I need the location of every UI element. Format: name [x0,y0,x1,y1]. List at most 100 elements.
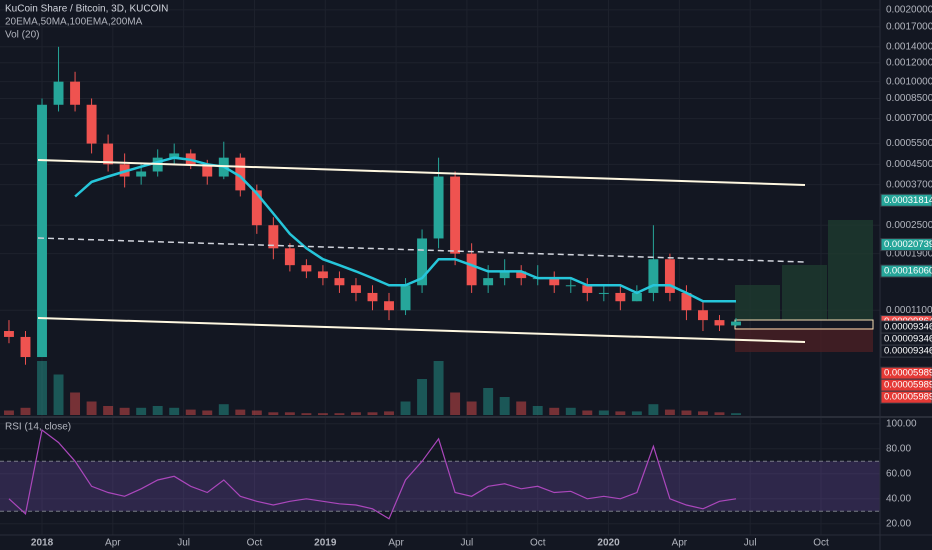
candle-body [731,321,741,326]
candle-body [516,271,527,279]
volume-bar [103,406,114,415]
candle-body [53,81,64,105]
candle-body [582,285,593,293]
volume-bar [549,407,560,415]
volume-bar [698,411,708,415]
channel-mid [37,237,806,263]
x-tick-label: Apr [105,538,121,549]
candle-body [631,292,642,302]
volume-bar [714,412,725,415]
volume-bar [317,413,328,415]
projection-box [735,285,780,320]
candle-body [86,104,97,144]
x-tick-label: Oct [813,538,829,549]
channel-top [37,159,806,186]
candle-body [334,278,345,286]
y-tick-label: 0.00011000 [886,305,932,316]
candle-body [284,248,295,266]
x-tick-label: 2018 [31,538,54,549]
candle-body [565,285,576,287]
candle-body [70,81,81,105]
candle-body [450,176,461,254]
price-label-box [880,238,932,252]
candle-body [136,171,147,177]
x-tick-label: 2020 [597,538,620,549]
volume-bar [70,392,81,415]
price-label: 0.00005989 [884,368,932,379]
volume-bar [648,404,659,415]
candle-body [235,157,246,191]
candle-body [499,271,510,279]
price-label: 0.00009346 [884,346,932,357]
ema-line [74,156,736,303]
volume-bar [202,410,213,415]
candle-body [367,292,378,302]
volume-bar [334,413,345,415]
channel-bottom [37,317,806,343]
volume-bar [565,407,576,415]
volume-bar [136,407,147,415]
price-label-box [880,264,932,278]
candle-body [4,331,14,337]
x-tick-label: Oct [247,538,263,549]
candle-body [384,301,394,311]
rsi-line [8,428,737,520]
volume-bar [631,411,642,415]
volume-bar [400,401,411,415]
volume-bar [351,412,361,415]
volume-bar [268,412,279,415]
candle-body [103,143,114,165]
price-label: 0.00020739 [884,239,932,250]
price-label-box [880,193,932,207]
volume-bar [185,409,196,415]
volume-bar [681,410,692,415]
price-label: 0.00009346 [884,334,932,345]
candle-body [20,336,31,358]
candle-body [549,278,560,286]
volume-bar [37,361,47,415]
candle-body [648,259,659,293]
volume-bar [53,374,64,415]
x-tick-label: Apr [388,538,404,549]
rsi-tick-label: 60.00 [886,468,911,479]
rsi-tick-label: 40.00 [886,493,911,504]
volume-bar [4,410,14,415]
projection-box [782,265,827,320]
rsi-tick-label: 100.00 [886,418,917,429]
x-tick-label: 2019 [314,538,337,549]
volume-bar [119,407,130,415]
volume-bar [731,413,741,415]
price-label-box [880,390,932,404]
price-label-box [880,344,932,358]
candle-body [202,164,213,177]
candle-body [400,285,411,311]
candle-body [169,153,180,158]
volume-bar [284,412,295,415]
volume-bar [235,409,246,415]
candle-body [301,265,312,272]
volume-bar [20,407,31,415]
projection-box [828,220,873,320]
candle-body [698,310,708,321]
volume-bar [483,388,494,415]
volume-bar [582,410,593,415]
volume-bar [251,410,262,415]
candle-body [598,292,609,294]
volume-bar [598,410,609,415]
x-tick-label: Jul [461,538,474,549]
volume-bar [218,404,229,415]
candle-body [664,259,675,293]
volume-bar [450,392,461,415]
volume-bar [615,411,626,415]
